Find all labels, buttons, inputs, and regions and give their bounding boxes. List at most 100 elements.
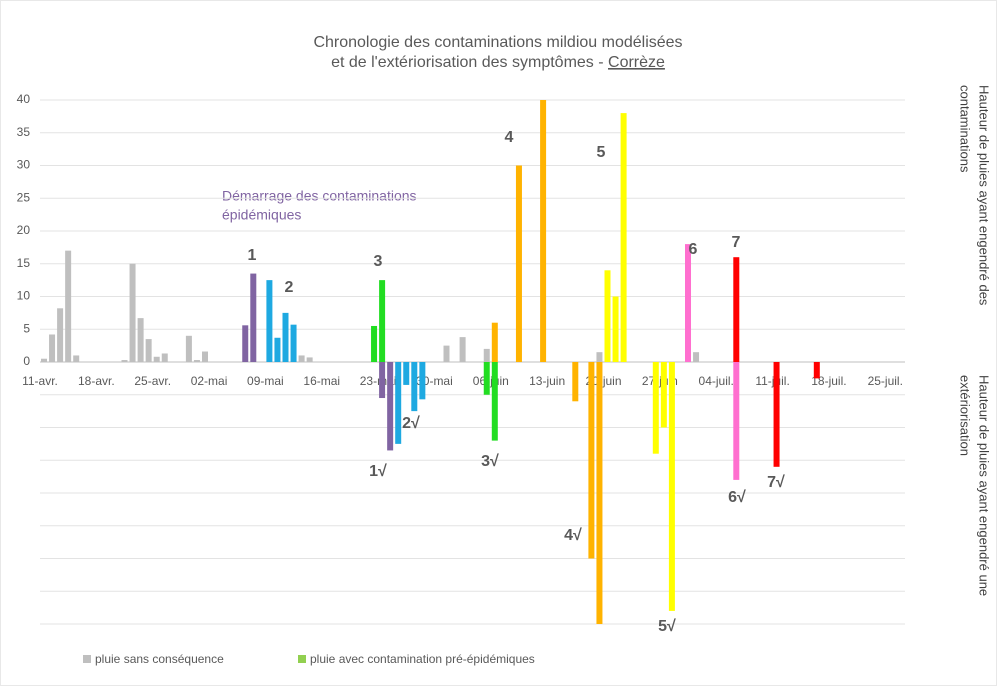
- data-label: 5√: [658, 618, 676, 635]
- bar: [274, 337, 281, 362]
- bar: [443, 345, 450, 362]
- x-tick-label: 02-mai: [191, 374, 228, 388]
- bar: [250, 273, 257, 362]
- y-tick-label: 5: [23, 321, 30, 335]
- x-tick-label: 27-juin: [642, 374, 678, 388]
- x-tick-label: 11-juil.: [755, 374, 789, 388]
- bar: [733, 257, 740, 362]
- data-label: 3: [374, 253, 383, 270]
- bar: [419, 362, 426, 400]
- bar: [411, 362, 418, 412]
- data-label: 7: [732, 234, 741, 251]
- x-tick-label: 25-juil.: [868, 374, 903, 388]
- bar: [403, 362, 410, 385]
- bar: [290, 324, 297, 362]
- bar: [483, 362, 490, 395]
- data-label: 7√: [767, 474, 785, 491]
- data-label: 6: [689, 241, 698, 258]
- bar: [379, 362, 386, 399]
- bar: [491, 322, 498, 362]
- bar: [693, 352, 700, 362]
- bar: [596, 362, 603, 624]
- bar: [137, 318, 144, 362]
- y-tick-label: 10: [17, 289, 31, 303]
- bar: [282, 312, 289, 362]
- x-tick-label: 18-avr.: [78, 374, 115, 388]
- x-tick-label: 13-juin: [529, 374, 565, 388]
- bar: [660, 362, 667, 428]
- data-label: 4: [505, 129, 514, 146]
- legend-swatch: [83, 655, 91, 663]
- x-tick-label: 20-juin: [585, 374, 621, 388]
- bar: [65, 250, 72, 362]
- bar: [306, 357, 313, 362]
- bar: [773, 362, 780, 467]
- legend-label: pluie avec contamination pré-épidémiques: [310, 652, 535, 666]
- y-title-line: contaminations: [958, 85, 973, 173]
- bar: [733, 362, 740, 480]
- bar: [57, 308, 64, 362]
- y-title-line: Hauteur de pluies ayant engendré une: [977, 375, 992, 596]
- y-title-line: extériorisation: [958, 375, 973, 456]
- data-label: 3√: [481, 453, 499, 470]
- bar: [515, 165, 522, 362]
- bar: [604, 270, 611, 362]
- data-label: 2√: [402, 415, 420, 432]
- bar: [202, 351, 208, 362]
- chart-title-place: Corrèze: [608, 54, 665, 71]
- y-title-line: Hauteur de pluies ayant engendré des: [977, 85, 992, 306]
- y-title: Hauteur de pluies ayant engendré des con…: [958, 85, 992, 306]
- y-tick-label: 15: [17, 256, 31, 270]
- bar: [161, 353, 168, 362]
- bar: [620, 113, 627, 362]
- bar: [395, 362, 402, 444]
- data-label: 1: [248, 247, 257, 264]
- annotation: Démarrage des contaminations: [222, 188, 417, 204]
- bar: [145, 339, 152, 362]
- y-title-lower: Hauteur de pluies ayant engendré une ext…: [958, 375, 992, 596]
- bar: [371, 325, 378, 362]
- bar: [572, 362, 579, 402]
- data-label: 6√: [728, 489, 746, 506]
- x-tick-label: 25-avr.: [134, 374, 171, 388]
- bar: [596, 352, 603, 362]
- data-label: 4√: [564, 527, 582, 544]
- y-tick-label: 40: [17, 92, 31, 106]
- bar: [612, 296, 619, 362]
- bar: [491, 362, 498, 441]
- bar: [266, 280, 273, 362]
- y-tick-label: 30: [17, 158, 31, 172]
- x-tick-label: 16-mai: [303, 374, 340, 388]
- bar: [685, 244, 691, 362]
- bar: [129, 263, 136, 362]
- bar: [121, 360, 128, 362]
- x-tick-label: 09-mai: [247, 374, 284, 388]
- bar: [242, 325, 249, 362]
- y-tick-label: 20: [17, 223, 31, 237]
- bar: [540, 100, 547, 362]
- bar: [668, 362, 675, 611]
- x-tick-label: 18-juil.: [811, 374, 846, 388]
- bar: [459, 337, 466, 362]
- x-tick-label: 04-juil.: [699, 374, 734, 388]
- legend-swatch: [298, 655, 306, 663]
- bar: [193, 360, 200, 362]
- y-tick-label: 0: [23, 354, 30, 368]
- y-tick-label: 35: [17, 125, 31, 139]
- bar: [813, 362, 820, 379]
- bar: [153, 356, 160, 362]
- data-label: 2: [285, 279, 294, 296]
- bar: [298, 355, 305, 362]
- annotation: épidémiques: [222, 207, 301, 223]
- bar: [387, 362, 394, 451]
- chart-title: Chronologie des contaminations mildiou m…: [313, 34, 682, 51]
- bar: [652, 362, 659, 454]
- bar: [588, 362, 595, 559]
- legend-label: pluie sans conséquence: [95, 652, 224, 666]
- bar: [41, 358, 47, 362]
- data-label: 1√: [369, 463, 387, 480]
- chart-title: et de l'extériorisation des symptômes - …: [331, 54, 665, 71]
- chart-title: et de l'extériorisation des symptômes -: [331, 54, 608, 71]
